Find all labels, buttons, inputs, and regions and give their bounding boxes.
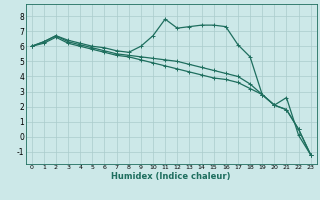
X-axis label: Humidex (Indice chaleur): Humidex (Indice chaleur) [111, 172, 231, 181]
